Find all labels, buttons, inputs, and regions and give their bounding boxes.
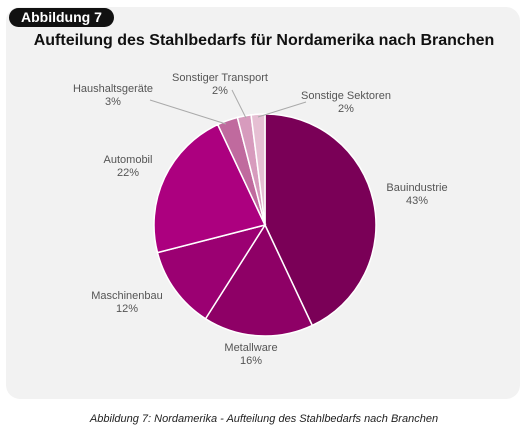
leader-line	[231, 89, 247, 119]
leader-line	[149, 99, 227, 125]
pie-slice-maschinenbau	[156, 223, 267, 320]
pie-slice-sonstige-sektoren	[250, 113, 266, 226]
slice-label: Maschinenbau	[91, 290, 163, 302]
slice-label: Sonstiger Transport	[172, 72, 268, 84]
figure-badge: Abbildung 7	[9, 8, 114, 27]
slice-label: Haushaltsgeräte	[73, 83, 153, 95]
slice-value-label: 16%	[240, 355, 262, 367]
slice-value-label: 2%	[338, 103, 354, 115]
chart-title: Aufteilung des Stahlbedarfs für Nordamer…	[33, 32, 495, 49]
slice-value-label: 12%	[116, 303, 138, 315]
pie-slice-metallware	[204, 223, 314, 337]
slice-label: Sonstige Sektoren	[301, 90, 391, 102]
figure-caption: Abbildung 7: Nordamerika - Aufteilung de…	[89, 413, 439, 425]
slice-value-label: 2%	[212, 85, 228, 97]
slice-value-label: 43%	[406, 195, 428, 207]
slice-label: Bauindustrie	[386, 182, 447, 194]
slice-label: Metallware	[224, 342, 277, 354]
slice-value-label: 22%	[117, 167, 139, 179]
pie-slice-bauindustrie	[264, 113, 377, 327]
leader-line	[257, 101, 307, 118]
slice-label: Automobil	[104, 154, 153, 166]
slice-value-label: 3%	[105, 96, 121, 108]
pie-slice-automobil	[153, 123, 267, 254]
